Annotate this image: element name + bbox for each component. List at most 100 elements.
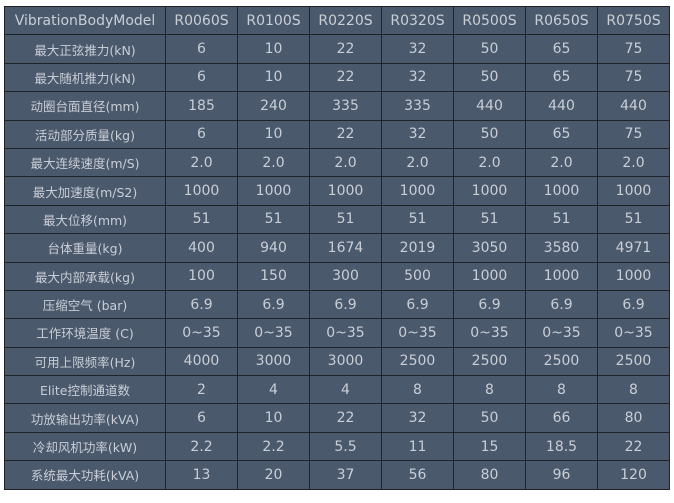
table-cell: 32 (381, 119, 454, 149)
table-cell: 6.9 (453, 289, 526, 320)
table-cell: 4971 (597, 233, 670, 263)
table-cell: 75 (597, 34, 670, 64)
table-cell: 8 (525, 375, 598, 405)
table-cell: 0~35 (237, 318, 310, 348)
table-cell: 1000 (453, 176, 526, 206)
table-cell: 6.9 (165, 289, 238, 320)
table-cell: 2.0 (165, 147, 238, 178)
column-header: R0100S (237, 5, 310, 36)
table-cell: 32 (381, 62, 454, 93)
table-cell: 75 (597, 62, 670, 93)
table-cell: 6.9 (597, 289, 670, 320)
table-cell: 440 (525, 91, 598, 121)
table-cell: 150 (237, 261, 310, 291)
table-cell: 50 (453, 34, 526, 64)
table-cell: 1000 (597, 261, 670, 291)
table-cell: 400 (165, 233, 238, 263)
table-cell: 240 (237, 91, 310, 121)
column-header: R0060S (165, 5, 238, 36)
table-cell: 2.0 (525, 147, 598, 178)
table-cell: 65 (525, 34, 598, 64)
table-cell: 6.9 (309, 289, 382, 320)
table-cell: 96 (525, 460, 598, 490)
table-cell: 335 (309, 91, 382, 121)
table-row: 最大正弦推力(kN) 6 10 22 32 50 65 75 (4, 34, 670, 64)
table-cell: 11 (381, 431, 454, 462)
table-cell: 50 (453, 119, 526, 149)
table-cell: 1000 (597, 176, 670, 206)
table-cell: 65 (525, 62, 598, 93)
table-cell: 2500 (597, 346, 670, 377)
table-cell: 2 (165, 375, 238, 405)
table-cell: 2500 (453, 346, 526, 377)
row-label: Elite控制通道数 (4, 375, 166, 405)
table-cell: 1000 (381, 176, 454, 206)
table-cell: 10 (237, 62, 310, 93)
table-cell: 22 (309, 119, 382, 149)
row-label: 最大正弦推力(kN) (4, 34, 166, 64)
table-row: 最大随机推力(kN) 6 10 22 32 50 65 75 (4, 62, 670, 93)
table-cell: 2.2 (165, 431, 238, 462)
table-cell: 51 (165, 204, 238, 235)
table-row: 活动部分质量(kg) 6 10 22 32 50 65 75 (4, 119, 670, 149)
table-cell: 2.0 (597, 147, 670, 178)
table-cell: 335 (381, 91, 454, 121)
table-cell: 1000 (525, 261, 598, 291)
table-row: Elite控制通道数 2 4 4 8 8 8 8 (4, 375, 670, 405)
row-label: 冷却风机功率(kW) (4, 431, 166, 462)
table-cell: 2500 (525, 346, 598, 377)
table-cell: 2019 (381, 233, 454, 263)
table-cell: 80 (453, 460, 526, 490)
table-cell: 2.0 (237, 147, 310, 178)
table-cell: 32 (381, 403, 454, 433)
row-label: 最大加速度(m/S2) (4, 176, 166, 206)
table-cell: 51 (381, 204, 454, 235)
header-row: VibrationBodyModel R0060S R0100S R0220S R032… (4, 5, 670, 36)
table-cell: 51 (237, 204, 310, 235)
table-cell: 2.0 (309, 147, 382, 178)
row-label: 工作环境温度 (C) (4, 318, 166, 348)
table-cell: 100 (165, 261, 238, 291)
table-cell: 10 (237, 119, 310, 149)
table-cell: 1000 (309, 176, 382, 206)
table-row: 工作环境温度 (C) 0~35 0~35 0~35 0~35 0~35 0~35 0~35 (4, 318, 670, 348)
table-cell: 2.2 (237, 431, 310, 462)
table-cell: 8 (453, 375, 526, 405)
table-row: 系统最大功耗(kVA) 13 20 37 56 80 96 120 (4, 460, 670, 490)
table-cell: 1000 (453, 261, 526, 291)
table-cell: 6 (165, 119, 238, 149)
row-label: 最大随机推力(kN) (4, 62, 166, 93)
row-label: 系统最大功耗(kVA) (4, 460, 166, 490)
column-header: R0750S (597, 5, 670, 36)
table-cell: 5.5 (309, 431, 382, 462)
corner-header: VibrationBodyModel (4, 5, 166, 36)
table-cell: 80 (597, 403, 670, 433)
table-cell: 500 (381, 261, 454, 291)
table-cell: 440 (597, 91, 670, 121)
table-cell: 940 (237, 233, 310, 263)
table-cell: 4000 (165, 346, 238, 377)
table-cell: 6.9 (525, 289, 598, 320)
table-cell: 22 (309, 403, 382, 433)
table-cell: 3000 (237, 346, 310, 377)
table-cell: 10 (237, 34, 310, 64)
table-cell: 8 (381, 375, 454, 405)
table-cell: 4 (309, 375, 382, 405)
table-cell: 3050 (453, 233, 526, 263)
table-cell: 1000 (165, 176, 238, 206)
table-cell: 56 (381, 460, 454, 490)
table-cell: 2.0 (381, 147, 454, 178)
row-label: 台体重量(kg) (4, 233, 166, 263)
table-cell: 51 (597, 204, 670, 235)
table-cell: 50 (453, 403, 526, 433)
table-row: 最大加速度(m/S2) 1000 1000 1000 1000 1000 1000 1000 (4, 176, 670, 206)
table-cell: 120 (597, 460, 670, 490)
table-cell: 6.9 (381, 289, 454, 320)
table-cell: 0~35 (381, 318, 454, 348)
table-cell: 66 (525, 403, 598, 433)
row-label: 最大内部承载(kg) (4, 261, 166, 291)
table-cell: 300 (309, 261, 382, 291)
table-cell: 2500 (381, 346, 454, 377)
table-cell: 0~35 (597, 318, 670, 348)
table-row: 最大位移(mm) 51 51 51 51 51 51 51 (4, 204, 670, 235)
